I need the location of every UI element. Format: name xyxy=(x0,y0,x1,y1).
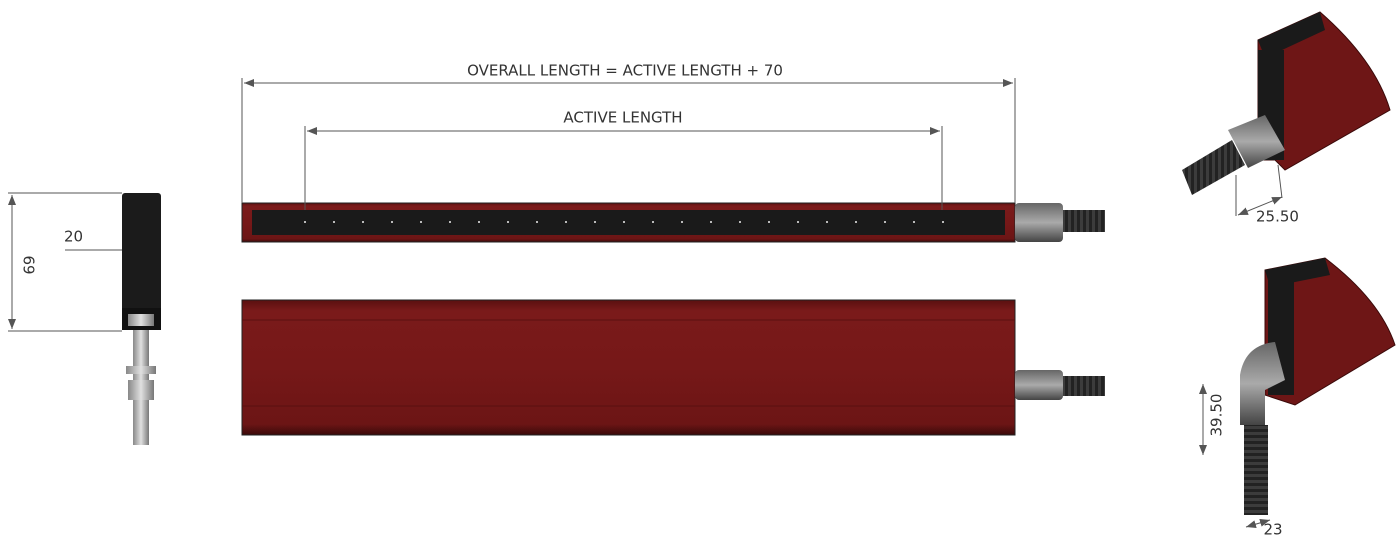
emitter-dot xyxy=(536,221,538,223)
fitting xyxy=(1015,203,1063,242)
side-nut xyxy=(128,380,154,400)
emitter-dot xyxy=(507,221,509,223)
emitter-dot xyxy=(565,221,567,223)
side-nut xyxy=(128,314,154,326)
emitter-dot xyxy=(739,221,741,223)
dim-label: 23 xyxy=(1263,521,1282,538)
emitter-dot xyxy=(826,221,828,223)
dim-label: ACTIVE LENGTH xyxy=(563,109,682,127)
side-nut xyxy=(126,366,156,374)
fitting xyxy=(1015,370,1063,400)
emitter-dot xyxy=(594,221,596,223)
dim-label: OVERALL LENGTH = ACTIVE LENGTH + 70 xyxy=(467,62,783,80)
emitter-dot xyxy=(333,221,335,223)
cable xyxy=(1063,376,1105,396)
side-view: 20 69 xyxy=(8,193,161,445)
emitter-dot xyxy=(449,221,451,223)
emitter-dot xyxy=(942,221,944,223)
extension-line xyxy=(1278,165,1282,198)
emitter-dot xyxy=(304,221,306,223)
dim-label: 20 xyxy=(64,228,83,246)
emitter-dot xyxy=(710,221,712,223)
cable xyxy=(1063,210,1105,232)
emitter-dot xyxy=(420,221,422,223)
side-body xyxy=(122,193,161,311)
emitter-dot xyxy=(681,221,683,223)
emitter-dot xyxy=(391,221,393,223)
emitter-dot xyxy=(855,221,857,223)
elbow-fitting-view: 39.50 23 xyxy=(1203,258,1395,538)
emitter-dot xyxy=(652,221,654,223)
emitter-dot xyxy=(913,221,915,223)
emitter-dot xyxy=(623,221,625,223)
front-view xyxy=(242,203,1105,242)
dim-label: 25.50 xyxy=(1256,208,1299,226)
rear-view xyxy=(242,300,1105,435)
emitter-dot xyxy=(478,221,480,223)
emitter-dot xyxy=(768,221,770,223)
cable xyxy=(1244,425,1268,515)
emitter-window xyxy=(252,210,1005,235)
dim-label: 69 xyxy=(20,255,38,274)
emitter-dot xyxy=(362,221,364,223)
straight-fitting-view: 25.50 xyxy=(1182,12,1390,226)
drawing: 20 69 OVERALL LENGTH = ACTIVE LENGTH + 7… xyxy=(0,0,1399,538)
emitter-dot xyxy=(884,221,886,223)
emitter-dot xyxy=(797,221,799,223)
dim-label: 39.50 xyxy=(1208,394,1226,437)
